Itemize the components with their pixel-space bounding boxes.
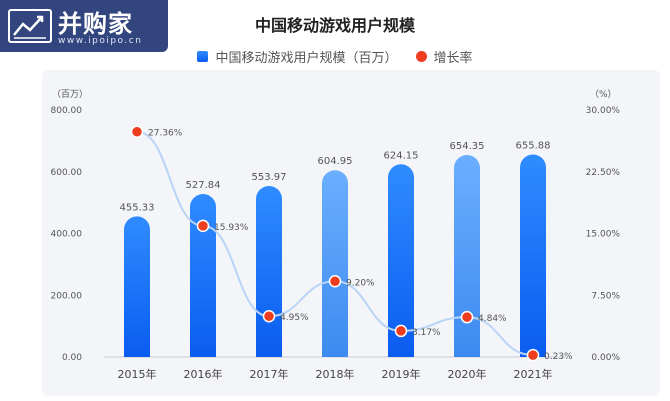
bar-value-label: 527.84 <box>186 180 221 191</box>
bar-value-label: 553.97 <box>252 172 287 183</box>
left-tick-label: 400.00 <box>51 230 83 240</box>
growth-point-3 <box>328 275 342 288</box>
bar-value-label: 654.35 <box>450 141 485 152</box>
growth-point-5 <box>460 310 474 324</box>
left-tick-label: 600.00 <box>51 168 83 178</box>
right-tick-label: 30.00% <box>586 106 621 116</box>
growth-point-4 <box>394 324 408 338</box>
chart-title: 中国移动游戏用户规模 <box>254 16 415 35</box>
x-tick-label: 2017年 <box>250 367 289 381</box>
growth-value-label: 9.20% <box>346 278 375 288</box>
legend-bar-label: 中国移动游戏用户规模（百万） <box>215 51 398 66</box>
growth-point-6 <box>526 348 540 362</box>
right-axis-unit: （%） <box>590 89 617 100</box>
x-tick-label: 2019年 <box>382 367 421 381</box>
brand-name: 并购家 <box>58 10 133 38</box>
brand-url: www.ipoipo.cn <box>58 36 143 46</box>
brand-logo: 并购家 www.ipoipo.cn <box>0 0 168 52</box>
right-tick-label: 15.00% <box>586 230 621 240</box>
growth-value-label: 15.93% <box>214 223 249 233</box>
bar-6 <box>520 154 546 357</box>
bar-value-label: 655.88 <box>516 140 551 151</box>
growth-value-label: 0.23% <box>544 352 573 362</box>
bar-2 <box>256 185 282 357</box>
growth-value-label: 3.17% <box>412 328 441 338</box>
growth-value-label: 4.95% <box>280 313 309 323</box>
growth-point-1 <box>196 219 210 233</box>
growth-point-2 <box>262 309 276 323</box>
x-tick-label: 2018年 <box>316 367 355 381</box>
x-tick-label: 2021年 <box>514 367 553 381</box>
chart-logo-icon <box>8 9 52 43</box>
left-tick-label: 0.00 <box>62 353 82 363</box>
bar-0 <box>124 216 150 357</box>
legend-dot-swatch <box>415 51 427 62</box>
right-tick-label: 0.00% <box>591 353 620 363</box>
right-tick-label: 7.50% <box>591 291 620 301</box>
legend-line-label: 增长率 <box>433 51 473 66</box>
bar-4 <box>388 164 414 357</box>
bar-5 <box>454 154 480 357</box>
legend-item-line[interactable]: 增长率 <box>415 47 473 66</box>
left-tick-label: 200.00 <box>51 291 83 301</box>
growth-value-label: 4.84% <box>478 314 507 324</box>
legend-bar-swatch <box>197 51 209 62</box>
growth-point-0 <box>130 125 144 138</box>
x-tick-label: 2020年 <box>448 367 487 381</box>
growth-value-label: 27.36% <box>148 129 183 139</box>
bar-value-label: 455.33 <box>120 202 155 213</box>
bar-value-label: 604.95 <box>318 156 353 167</box>
bar-1 <box>190 194 216 357</box>
left-tick-label: 800.00 <box>51 106 83 116</box>
left-axis-unit: （百万） <box>52 89 88 100</box>
bar-3 <box>322 170 348 357</box>
bar-value-label: 624.15 <box>384 150 419 161</box>
x-tick-label: 2016年 <box>184 367 223 381</box>
right-tick-label: 22.50% <box>586 168 621 178</box>
legend-item-bar[interactable]: 中国移动游戏用户规模（百万） <box>197 47 398 66</box>
chart-legend: 中国移动游戏用户规模（百万） 增长率 <box>0 47 670 66</box>
x-tick-label: 2015年 <box>118 367 157 381</box>
